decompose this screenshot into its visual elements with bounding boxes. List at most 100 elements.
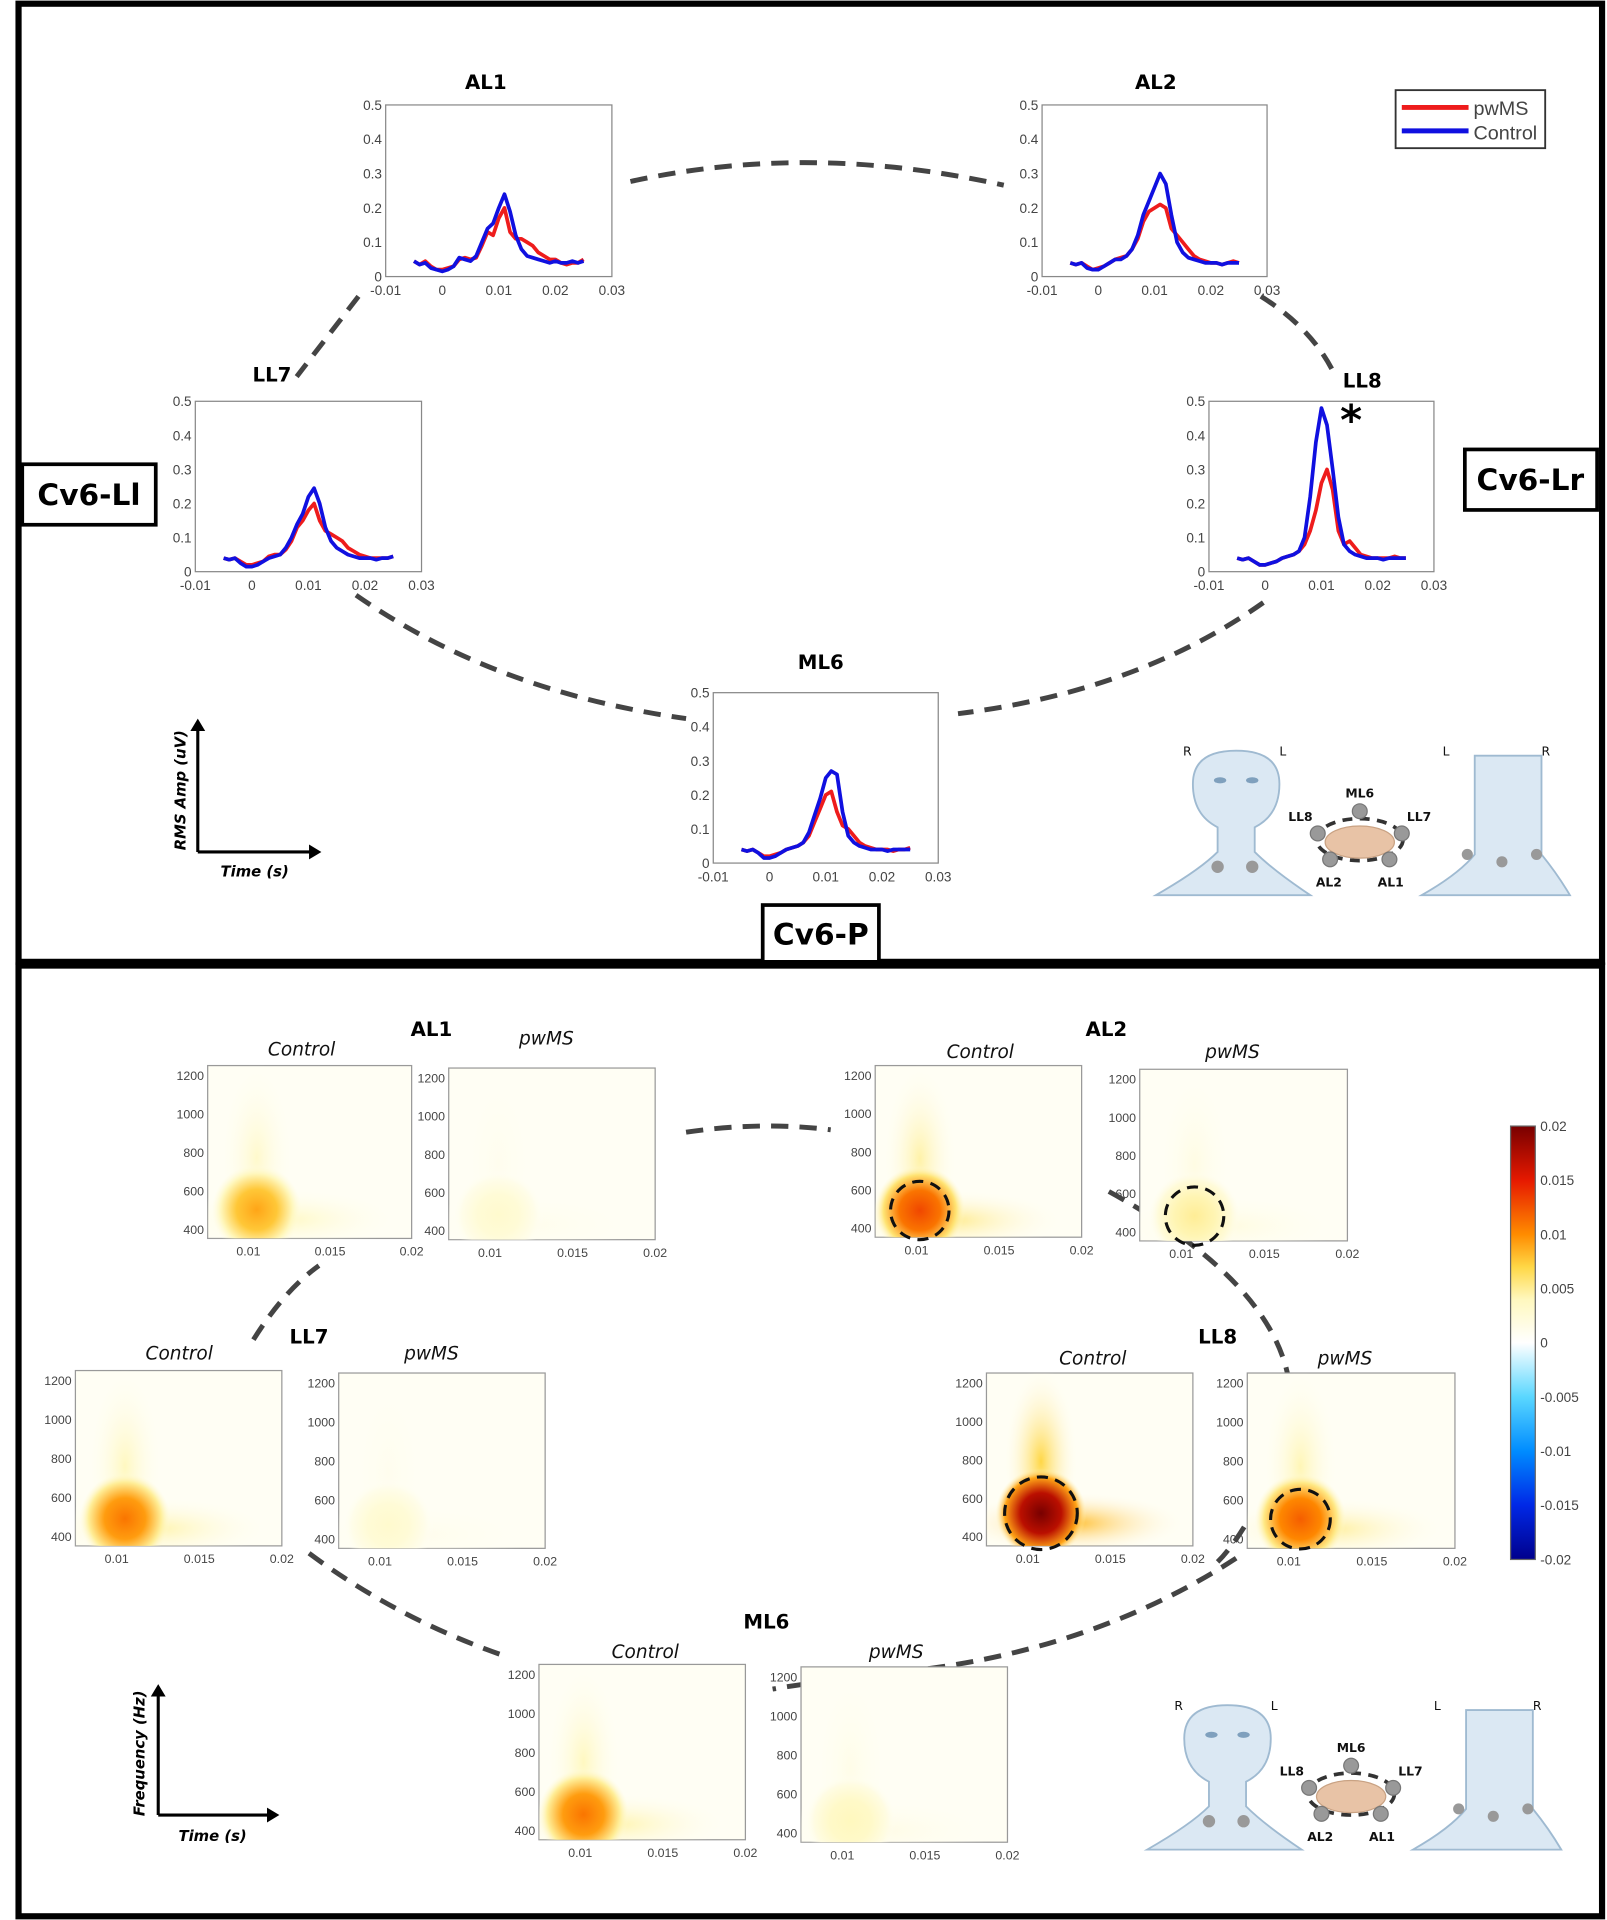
heatmap-ml6-pwms: pwMS 400 600 800 1000 1200 0.01 0.015 0.02 xyxy=(770,1642,1020,1862)
x-tick-label: 0.02 xyxy=(1070,1243,1094,1257)
region-left: Cv6-Ll xyxy=(20,462,158,527)
x-tick-label: 0.01 xyxy=(813,870,839,885)
back-right-label: R xyxy=(1533,1699,1542,1713)
x-tick-label: 0 xyxy=(766,870,774,885)
y-tick-label: 0 xyxy=(374,270,382,285)
y-tick-label: 0 xyxy=(1031,270,1039,285)
y-tick-label: 600 xyxy=(515,1785,536,1799)
heatmap-group-title: ML6 xyxy=(743,1611,789,1634)
y-tick-label: 600 xyxy=(962,1492,983,1506)
y-tick-label: 0.5 xyxy=(691,686,710,701)
x-tick-label: -0.01 xyxy=(370,283,401,298)
electrode-dot xyxy=(1522,1803,1534,1815)
y-tick-label: 0 xyxy=(1198,565,1206,580)
heatmap-content xyxy=(986,1373,1186,1546)
legend: pwMS Control xyxy=(1394,89,1547,150)
x-tick-label: 0.01 xyxy=(1141,283,1167,298)
x-tick-label: 0.01 xyxy=(1277,1555,1301,1569)
y-tick-label: 800 xyxy=(424,1148,445,1162)
heatmap-content xyxy=(538,1665,729,1840)
x-tick-label: 0.01 xyxy=(1169,1247,1193,1261)
colorbar-tick-label: 0.015 xyxy=(1540,1173,1574,1188)
x-tick-label: -0.01 xyxy=(180,578,211,593)
power-blob xyxy=(805,1775,896,1843)
y-tick-label: 800 xyxy=(777,1748,798,1762)
x-tick-label: 0.02 xyxy=(533,1555,557,1569)
region-left-label: Cv6-Ll xyxy=(37,477,140,512)
y-tick-label: 400 xyxy=(515,1824,536,1838)
y-tick-label: 1200 xyxy=(176,1069,204,1083)
y-tick-label: 0.3 xyxy=(363,167,382,182)
electrode-dot xyxy=(1301,1779,1318,1796)
y-tick-label: 1200 xyxy=(770,1671,798,1685)
y-tick-label: 1000 xyxy=(1109,1111,1137,1125)
x-tick-label: 0.03 xyxy=(1254,283,1280,298)
back-right-label: R xyxy=(1541,745,1550,759)
electrode-label-ml6: ML6 xyxy=(1345,787,1374,801)
x-tick-label: 0.01 xyxy=(295,578,321,593)
heatmap-group-title: LL8 xyxy=(1198,1325,1237,1348)
x-tick-label: 0.01 xyxy=(478,1246,502,1260)
y-tick-label: 800 xyxy=(851,1145,872,1159)
electrode-dot xyxy=(1246,860,1259,873)
heatmap-group-al2: AL2 Control 400 600 800 1000 1200 0.01 0.015 0.02… xyxy=(844,1018,1360,1261)
electrode-label-ll8: LL8 xyxy=(1288,810,1312,824)
y-tick-label: 600 xyxy=(424,1186,445,1200)
y-tick-label: 800 xyxy=(962,1453,983,1467)
heatmap-group-ll8: LL8 Control 400 600 800 1000 1200 0.01 0.015 0.02… xyxy=(955,1325,1467,1568)
y-tick-label: 1200 xyxy=(1109,1073,1137,1087)
y-tick-label: 600 xyxy=(851,1183,872,1197)
colorbar: 0.02 0.015 0.01 0.005 0 -0.005 -0.01 -0.015 -0.0… xyxy=(1509,1119,1579,1567)
condition-label: pwMS xyxy=(403,1343,459,1364)
y-tick-label: 0.2 xyxy=(1186,496,1205,511)
front-head-shape xyxy=(1143,1704,1305,1851)
condition-label: Control xyxy=(947,1042,1015,1063)
y-tick-label: 0.5 xyxy=(173,394,192,409)
y-tick-label: 400 xyxy=(314,1533,335,1547)
colorbar-tick-label: -0.01 xyxy=(1540,1444,1571,1459)
electrode-dot xyxy=(1385,1779,1402,1796)
front-head-shape xyxy=(1152,749,1314,897)
spinal-cord-diagram: ML6 LL8 LL7 AL2 AL1 xyxy=(1288,787,1431,890)
x-tick-label: 0.015 xyxy=(647,1846,678,1860)
heatmap-al2-pwms: pwMS 400 600 800 1000 1200 0.01 0.015 0.02 xyxy=(1109,1042,1360,1261)
x-tick-label: 0.03 xyxy=(1421,578,1447,593)
y-tick-label: 0.3 xyxy=(691,754,710,769)
bottom-y-axis-label: Frequency (Hz) xyxy=(132,1690,149,1816)
bottom-x-axis-label: Time (s) xyxy=(179,1828,247,1845)
y-tick-label: 1000 xyxy=(308,1416,336,1430)
y-tick-label: 0.2 xyxy=(691,788,710,803)
y-tick-label: 1000 xyxy=(770,1710,798,1724)
power-blob xyxy=(211,1164,302,1239)
electrode-dot xyxy=(1381,851,1398,868)
y-tick-label: 600 xyxy=(51,1491,72,1505)
heatmap-al2-control: Control 400 600 800 1000 1200 0.01 0.015 0.02 xyxy=(844,1042,1094,1257)
condition-label: pwMS xyxy=(1204,1042,1260,1063)
electrode-dot xyxy=(1202,1815,1216,1828)
heatmap-content xyxy=(75,1370,270,1546)
x-tick-label: 0.01 xyxy=(486,283,512,298)
power-blob xyxy=(1148,1171,1241,1241)
x-tick-label: 0.015 xyxy=(1356,1555,1387,1569)
y-tick-label: 0.1 xyxy=(1019,235,1038,250)
back-head-shape xyxy=(1409,1709,1563,1851)
y-tick-label: 0.1 xyxy=(363,235,382,250)
x-tick-label: 0.015 xyxy=(184,1552,215,1566)
x-tick-label: 0 xyxy=(248,578,256,593)
y-tick-label: 0.3 xyxy=(1186,462,1205,477)
y-tick-label: 800 xyxy=(51,1452,72,1466)
y-tick-label: 0.4 xyxy=(363,132,382,147)
colorbar-tick-label: 0.02 xyxy=(1540,1119,1566,1134)
x-tick-label: 0.02 xyxy=(1198,283,1224,298)
y-tick-label: 800 xyxy=(314,1455,335,1469)
y-tick-label: 0.4 xyxy=(691,720,710,735)
x-tick-label: 0.03 xyxy=(599,283,625,298)
electrode-label-ll8: LL8 xyxy=(1280,1765,1304,1779)
y-tick-label: 600 xyxy=(1223,1494,1244,1508)
electrode-dot xyxy=(1313,1805,1330,1822)
electrode-label-al1: AL1 xyxy=(1378,876,1404,890)
eye xyxy=(1246,777,1259,784)
spinal-cord-cross-section xyxy=(1324,825,1395,859)
